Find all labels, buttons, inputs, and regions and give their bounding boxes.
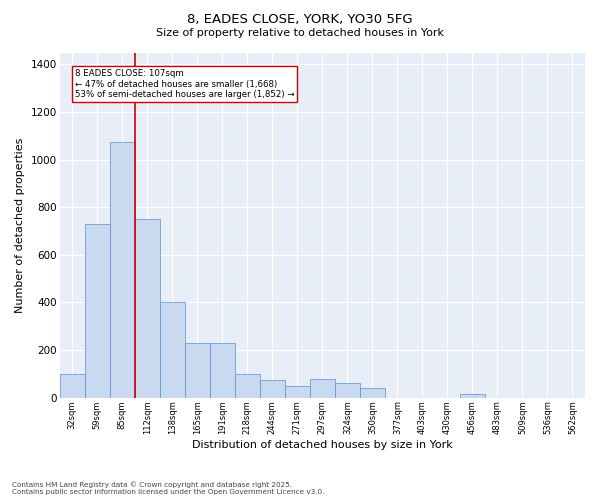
Bar: [260, 380, 285, 398]
Text: 8, EADES CLOSE, YORK, YO30 5FG: 8, EADES CLOSE, YORK, YO30 5FG: [187, 12, 413, 26]
Bar: [59, 374, 85, 398]
Text: Contains HM Land Registry data © Crown copyright and database right 2025.
Contai: Contains HM Land Registry data © Crown c…: [12, 482, 325, 495]
Bar: [210, 343, 235, 398]
Text: 8 EADES CLOSE: 107sqm
← 47% of detached houses are smaller (1,668)
53% of semi-d: 8 EADES CLOSE: 107sqm ← 47% of detached …: [74, 69, 294, 99]
Bar: [110, 142, 134, 398]
Text: Size of property relative to detached houses in York: Size of property relative to detached ho…: [156, 28, 444, 38]
Y-axis label: Number of detached properties: Number of detached properties: [15, 138, 25, 313]
Bar: [185, 343, 210, 398]
Bar: [285, 386, 310, 398]
Bar: [160, 302, 185, 398]
Bar: [460, 394, 485, 398]
Bar: [360, 388, 385, 398]
Bar: [134, 219, 160, 398]
Bar: [235, 374, 260, 398]
Bar: [85, 224, 110, 398]
Bar: [335, 384, 360, 398]
Bar: [310, 378, 335, 398]
X-axis label: Distribution of detached houses by size in York: Distribution of detached houses by size …: [192, 440, 452, 450]
